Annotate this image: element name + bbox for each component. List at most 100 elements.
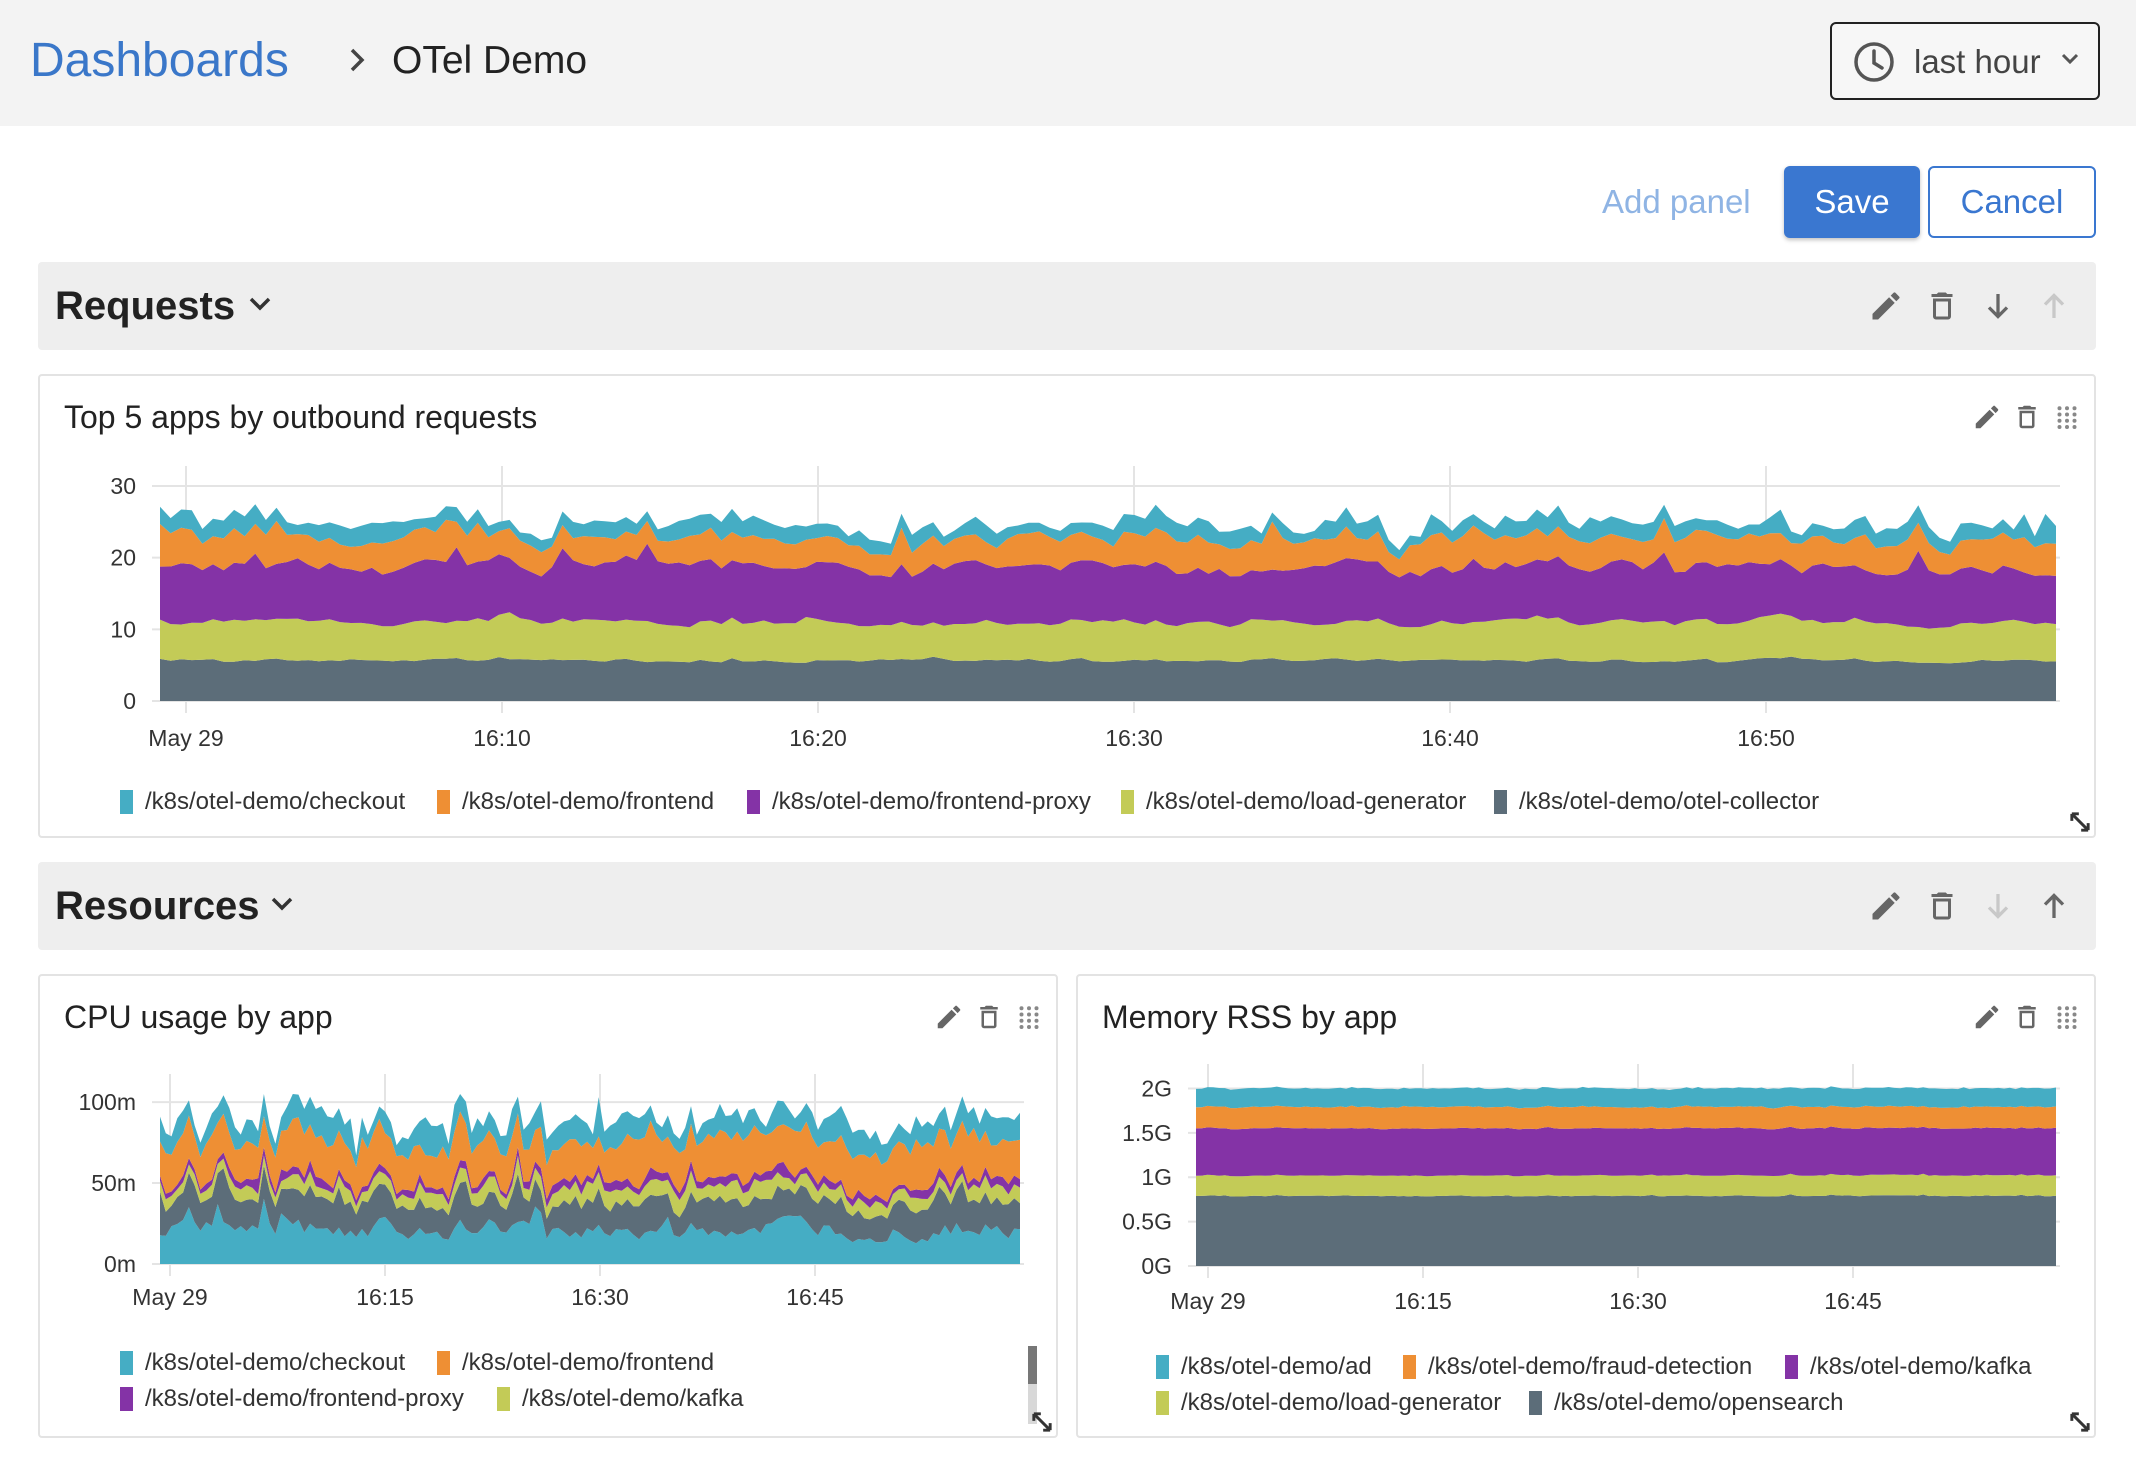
trash-icon[interactable] [974, 1002, 1004, 1032]
drag-handle-icon[interactable] [2052, 1002, 2082, 1032]
save-button[interactable]: Save [1784, 166, 1920, 238]
arrow-up-icon[interactable] [2036, 288, 2072, 324]
legend-label: /k8s/otel-demo/checkout [145, 1349, 406, 1376]
series-area-opensearch [1196, 1194, 2056, 1266]
x-tick-label: May 29 [1170, 1288, 1245, 1314]
legend-item[interactable]: /k8s/otel-demo/checkout [120, 1348, 405, 1378]
section-title: Requests [55, 284, 236, 328]
memory-chart: 0G 0.5G 1G 1.5G 2G May 29 16:15 16:30 16:45 [1122, 1064, 2060, 1314]
legend-label: /k8s/otel-demo/kafka [522, 1385, 744, 1412]
x-tick-label: 16:50 [1737, 725, 1795, 751]
legend-swatch [1156, 1391, 1169, 1415]
trash-icon[interactable] [2012, 402, 2042, 432]
legend-item[interactable]: /k8s/otel-demo/frontend [437, 1348, 714, 1378]
edit-icon[interactable] [934, 1002, 964, 1032]
edit-icon[interactable] [1868, 288, 1904, 324]
panel-requests: Top 5 apps by outbound requests 0 10 20 30 M… [38, 374, 2096, 838]
legend-label: /k8s/otel-demo/kafka [1810, 1353, 2032, 1380]
legend-label: /k8s/otel-demo/load-generator [1146, 788, 1467, 815]
y-tick-label: 2G [1141, 1075, 1172, 1101]
y-tick-label: 0G [1141, 1253, 1172, 1279]
drag-handle-icon[interactable] [2052, 402, 2082, 432]
legend-swatch [437, 1351, 450, 1375]
legend-swatch [120, 790, 133, 814]
legend-label: /k8s/otel-demo/load-generator [1181, 1389, 1502, 1416]
legend-label: /k8s/otel-demo/frontend-proxy [145, 1385, 464, 1412]
legend-swatch [120, 1351, 133, 1375]
legend-item[interactable]: /k8s/otel-demo/kafka [1785, 1352, 2031, 1382]
y-tick-label: 1G [1141, 1164, 1172, 1190]
x-tick-label: 16:45 [1824, 1288, 1882, 1314]
trash-icon[interactable] [1924, 288, 1960, 324]
edit-icon[interactable] [1868, 888, 1904, 924]
series-area-frontend-proxy [160, 1147, 1020, 1209]
legend-item[interactable]: /k8s/otel-demo/load-generator [1156, 1388, 1501, 1418]
breadcrumb-dashboards-link[interactable]: Dashboards [30, 34, 289, 87]
legend-item[interactable]: /k8s/otel-demo/frontend [437, 787, 714, 817]
trash-icon[interactable] [2012, 1002, 2042, 1032]
series-area-load-generator [1196, 1173, 2056, 1197]
arrow-down-icon[interactable] [1980, 288, 2016, 324]
chevron-right-icon [350, 48, 365, 72]
legend-item[interactable]: /k8s/otel-demo/opensearch [1529, 1388, 1844, 1418]
legend-label: /k8s/otel-demo/fraud-detection [1428, 1353, 1753, 1380]
arrow-up-icon[interactable] [2036, 888, 2072, 924]
x-tick-label: 16:30 [1609, 1288, 1667, 1314]
legend-item[interactable]: /k8s/otel-demo/fraud-detection [1403, 1352, 1752, 1382]
series-area-checkout [160, 504, 2056, 560]
panel-title: CPU usage by app [64, 999, 333, 1035]
chevron-down-icon[interactable] [246, 292, 274, 316]
series-area-checkout [160, 1198, 1020, 1264]
legend-label: /k8s/otel-demo/frontend-proxy [772, 788, 1091, 815]
series-area-kafka [1196, 1126, 2056, 1177]
edit-icon[interactable] [1972, 1002, 2002, 1032]
drag-handle-icon[interactable] [1014, 1002, 1044, 1032]
series-area-frontend-proxy [160, 543, 2056, 629]
add-panel-button[interactable]: Add panel [1602, 183, 1751, 220]
x-tick-label: 16:15 [356, 1284, 414, 1310]
x-tick-label: 16:40 [1421, 725, 1479, 751]
section-title: Resources [55, 884, 260, 928]
legend-label: /k8s/otel-demo/ad [1181, 1353, 1372, 1380]
legend-label: /k8s/otel-demo/frontend [462, 788, 715, 815]
x-tick-label: 16:10 [473, 725, 531, 751]
legend-scrollbar-thumb[interactable] [1028, 1346, 1037, 1384]
legend-item[interactable]: /k8s/otel-demo/ad [1156, 1352, 1372, 1382]
series-area-load-generator [160, 612, 2056, 664]
legend-swatch [437, 790, 450, 814]
y-tick-label: 100m [78, 1089, 136, 1115]
legend-label: /k8s/otel-demo/checkout [145, 788, 406, 815]
edit-icon[interactable] [1972, 402, 2002, 432]
cpu-chart: 0m 50m 100m May 29 16:15 16:30 16:45 [78, 1074, 1024, 1310]
section-requests: Requests [38, 262, 2096, 350]
legend-swatch [1403, 1355, 1416, 1379]
y-tick-label: 30 [110, 473, 136, 499]
panel-title: Top 5 apps by outbound requests [64, 399, 538, 435]
x-tick-label: 16:15 [1394, 1288, 1452, 1314]
y-tick-label: 10 [110, 616, 136, 642]
chevron-down-icon[interactable] [268, 892, 296, 916]
resize-handle-icon[interactable] [2066, 1408, 2094, 1436]
panel-cpu: CPU usage by app 0m 50m 100m May 29 16:15 16:… [38, 974, 1058, 1438]
series-area-fraud-detection [1196, 1105, 2056, 1130]
legend-item[interactable]: /k8s/otel-demo/frontend-proxy [747, 787, 1091, 817]
legend-item[interactable]: /k8s/otel-demo/checkout [120, 787, 405, 817]
cancel-button[interactable]: Cancel [1928, 166, 2096, 238]
top-bar: Dashboards OTel Demo last hour [0, 0, 2136, 126]
resize-handle-icon[interactable] [2066, 808, 2094, 836]
legend-item[interactable]: /k8s/otel-demo/otel-collector [1494, 787, 1819, 817]
time-range-label: last hour [1914, 43, 2041, 80]
series-area-checkout [160, 1094, 1020, 1168]
legend-swatch [120, 1387, 133, 1411]
legend-scrollbar[interactable] [1028, 1346, 1037, 1424]
resize-handle-icon[interactable] [1028, 1408, 1056, 1436]
y-tick-label: 20 [110, 545, 136, 571]
legend-label: /k8s/otel-demo/opensearch [1554, 1389, 1844, 1416]
time-range-selector[interactable]: last hour [1830, 22, 2100, 100]
legend-item[interactable]: /k8s/otel-demo/frontend-proxy [120, 1384, 464, 1414]
legend-item[interactable]: /k8s/otel-demo/load-generator [1121, 787, 1466, 817]
arrow-down-icon[interactable] [1980, 888, 2016, 924]
x-tick-label: May 29 [148, 725, 223, 751]
legend-item[interactable]: /k8s/otel-demo/kafka [497, 1384, 743, 1414]
trash-icon[interactable] [1924, 888, 1960, 924]
